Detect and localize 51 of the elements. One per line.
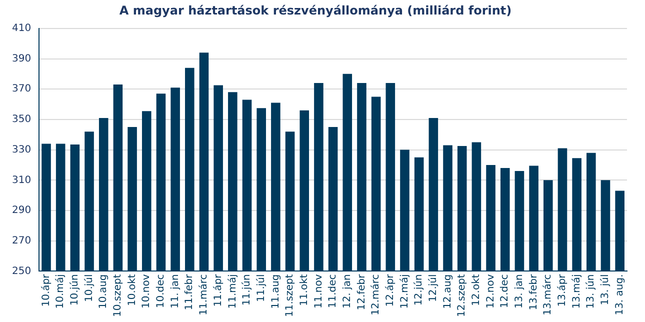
x-tick-label: 12.okt: [471, 274, 482, 306]
x-tick-label: 12.márc: [370, 274, 382, 316]
x-tick-label: 12. jan: [342, 274, 353, 309]
x-tick-label: 10.máj: [55, 274, 66, 309]
y-tick-label: 270: [12, 235, 32, 246]
x-tick-label: 12.nov: [485, 274, 496, 308]
x-tick-label: 10.okt: [126, 274, 138, 306]
x-tick-label: 11.okt: [298, 274, 310, 306]
x-tick-label: 11.márc: [198, 274, 210, 316]
x-tick-label: 12.jún: [414, 274, 425, 306]
x-tick-label: 13.márc: [542, 274, 554, 316]
x-tick-label: 10.nov: [141, 274, 152, 308]
x-tick-label: 11.febr: [184, 273, 196, 310]
x-tick-label: 11.dec: [328, 274, 339, 308]
x-tick-label: 12.máj: [399, 274, 410, 309]
x-tick-label: 11.aug: [270, 274, 282, 309]
x-tick-label: 10.jún: [70, 274, 81, 306]
x-tick-label: 13. júl: [600, 274, 612, 306]
x-tick-label: 13.máj: [571, 274, 582, 309]
x-tick-label: 12.szept: [456, 274, 468, 318]
x-tick-label: 11.máj: [227, 274, 238, 309]
x-tick-label: 10.dec: [156, 274, 167, 308]
x-tick-label: 12.júl: [428, 274, 440, 302]
x-tick-label: 12.dec: [500, 274, 511, 308]
x-tick-label: 11.ápr: [212, 273, 224, 307]
x-tick-label: 11.jún: [242, 274, 253, 306]
y-tick-label: 250: [12, 266, 32, 277]
x-tick-label: 13. jún: [586, 274, 597, 309]
chart-title: A magyar háztartások részvényállománya (milliárd forint): [119, 3, 512, 18]
x-tick-label: 11. jan: [170, 274, 181, 309]
y-tick-label: 290: [12, 205, 32, 216]
x-tick-label: 10.szept: [112, 274, 124, 318]
y-tick-label: 330: [12, 144, 32, 156]
x-tick-label: 10.ápr: [40, 273, 52, 307]
x-tick-label: 13.febr: [528, 273, 540, 310]
x-tick-label: 13. jan: [514, 274, 526, 309]
y-tick-label: 370: [12, 84, 32, 95]
x-tick-label: 11.nov: [313, 274, 324, 308]
x-tick-label: 13.ápr: [557, 273, 568, 307]
x-tick-label: 12.ápr: [384, 273, 396, 307]
y-tick-label: 350: [12, 114, 32, 126]
x-tick-label: 11.júl: [256, 274, 267, 302]
y-tick-label: 390: [12, 53, 32, 64]
x-tick-label: 11.szept: [284, 274, 296, 318]
y-tick-label: 410: [12, 22, 32, 34]
x-tick-label: 12.aug: [442, 274, 454, 309]
y-tick-label: 310: [12, 174, 32, 186]
x-tick-label: 13. aug.: [614, 274, 626, 316]
x-tick-label: 10.júl: [84, 274, 95, 302]
x-tick-label: 10.aug: [98, 274, 110, 309]
x-tick-label: 12.febr: [356, 273, 368, 310]
